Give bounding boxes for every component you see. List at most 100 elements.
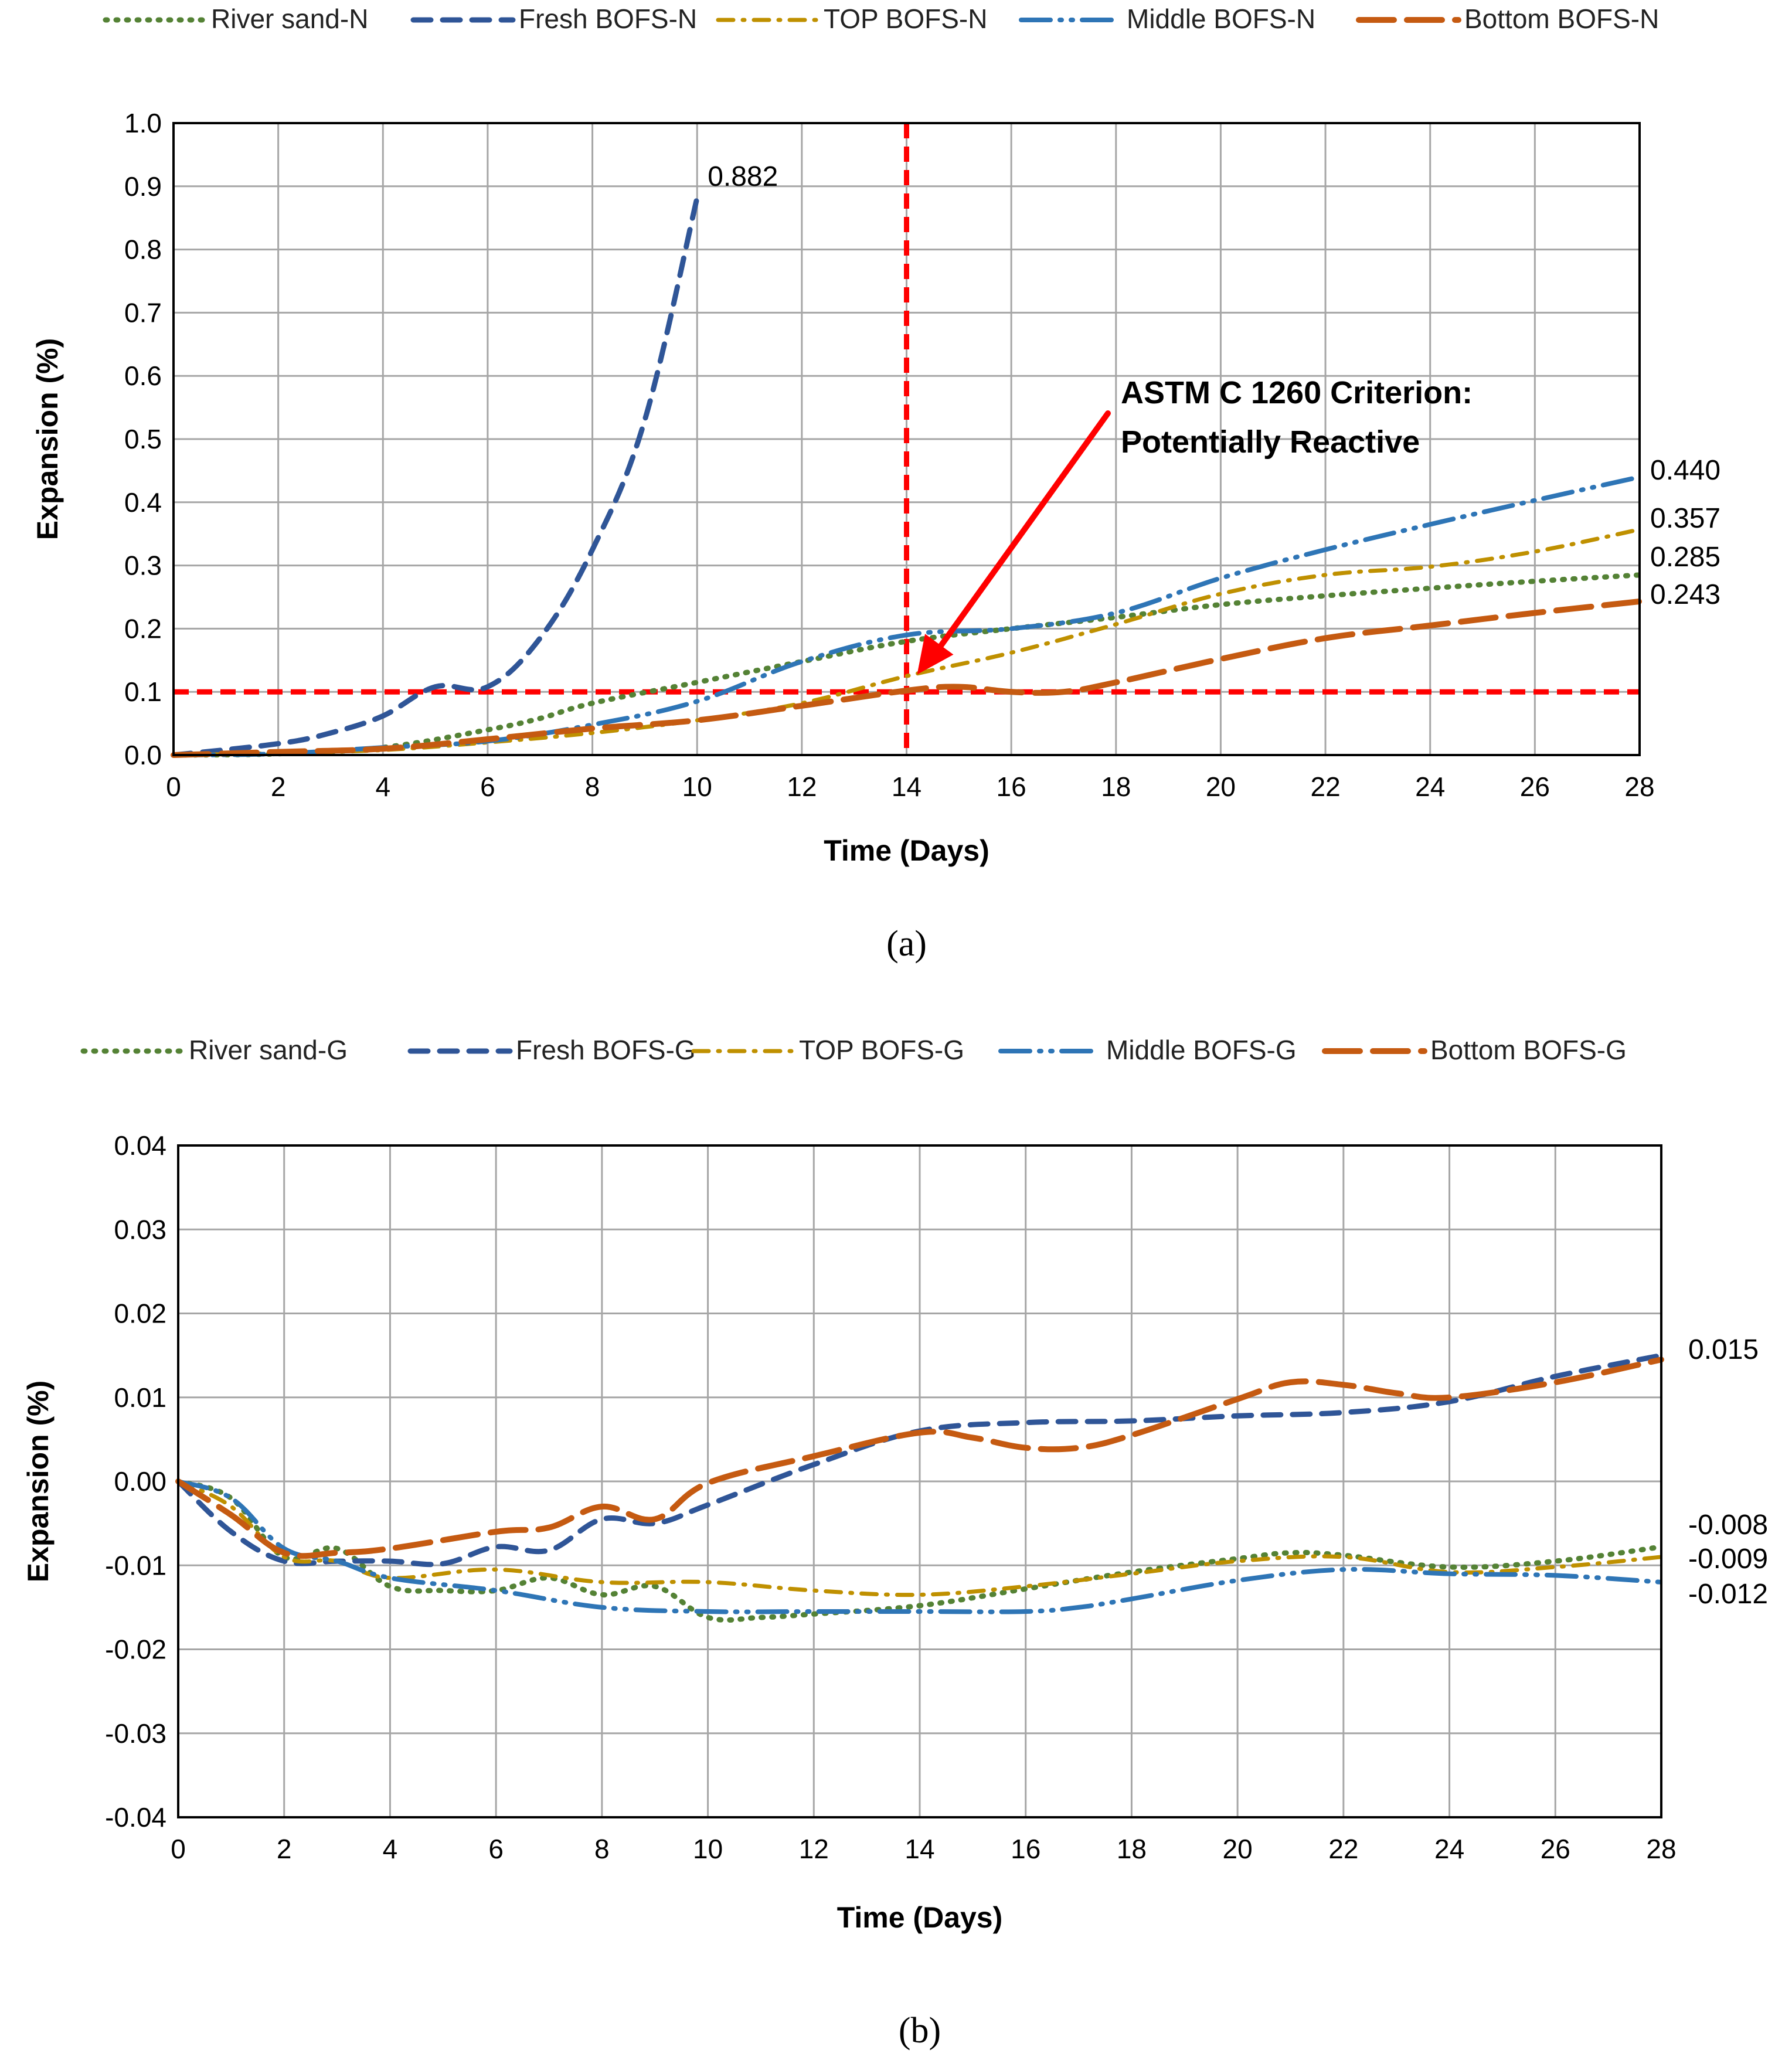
annotation-arrow-shaft	[934, 410, 1111, 654]
legend-entry-label: Middle BOFS-G	[1106, 1035, 1297, 1065]
x-tick-label: 16	[997, 771, 1026, 802]
x-tick-label: 6	[488, 1834, 504, 1864]
x-tick-label: 4	[375, 771, 390, 802]
legend-entry-label: TOP BOFS-N	[824, 4, 987, 34]
y-tick-label: 0.1	[124, 676, 162, 707]
x-tick-label: 24	[1415, 771, 1445, 802]
y-tick-labels-b: -0.04 -0.03 -0.02 -0.01 0.00 0.01 0.02 0.03 0.04	[105, 1130, 166, 1833]
x-tick-label: 24	[1434, 1834, 1464, 1864]
panel-label-a: (a)	[886, 924, 927, 964]
series-group-b	[175, 1352, 1664, 1623]
x-tick-label: 18	[1101, 771, 1131, 802]
x-tick-label: 8	[585, 771, 600, 802]
y-tick-label: 0.8	[124, 234, 162, 265]
y-tick-label: 1.0	[124, 108, 162, 138]
x-tick-label: 16	[1011, 1834, 1040, 1864]
series-line-bottom-bofs-n	[171, 599, 1643, 758]
legend-a: River sand-N Fresh BOFS-N TOP BOFS-N Middle…	[103, 4, 1659, 34]
y-tick-label: 0.01	[114, 1382, 166, 1413]
end-value-label: 0.015	[1688, 1334, 1759, 1365]
x-tick-label: 12	[787, 771, 817, 802]
annotation-line-1: ASTM C 1260 Criterion:	[1121, 375, 1473, 410]
y-tick-label: -0.02	[105, 1634, 166, 1665]
legend-entry-label: Bottom BOFS-G	[1430, 1035, 1627, 1065]
y-tick-label: 0.6	[124, 361, 162, 391]
series-line-middle-bofs-g	[176, 1479, 1664, 1614]
x-tick-label: 2	[277, 1834, 292, 1864]
x-tick-label: 0	[166, 771, 181, 802]
chart-panel-a: River sand-N Fresh BOFS-N TOP BOFS-N Middle…	[31, 4, 1720, 964]
x-tick-labels-a: 0 2 4 6 8 10 12 14 16 18 20 22 24 26 28	[166, 771, 1654, 802]
y-tick-label: 0.03	[114, 1214, 166, 1245]
x-tick-label: 10	[693, 1834, 723, 1864]
y-tick-label: 0.5	[124, 424, 162, 454]
legend-entry-label: Fresh BOFS-G	[516, 1035, 696, 1065]
y-tick-label: -0.01	[105, 1550, 166, 1580]
y-tick-label: 0.7	[124, 297, 162, 328]
y-axis-title-b: Expansion (%)	[22, 1381, 55, 1582]
y-tick-label: 0.02	[114, 1298, 166, 1329]
x-tick-label: 26	[1541, 1834, 1570, 1864]
end-value-label: 0.285	[1650, 542, 1720, 573]
end-value-label: -0.008	[1688, 1510, 1768, 1541]
legend-entry-label: River sand-G	[189, 1035, 348, 1065]
x-tick-label: 10	[682, 771, 712, 802]
y-tick-label: 0.0	[124, 740, 162, 770]
x-tick-label: 4	[383, 1834, 398, 1864]
plot-frame-b	[177, 1144, 1662, 1818]
chart-panel-b: River sand-G Fresh BOFS-G TOP BOFS-G Middle…	[22, 1035, 1768, 2051]
series-line-bottom-bofs-g	[175, 1357, 1664, 1559]
y-tick-label: 0.9	[124, 171, 162, 202]
x-tick-label: 26	[1520, 771, 1550, 802]
y-tick-label: 0.00	[114, 1466, 166, 1497]
x-tick-label: 22	[1328, 1834, 1358, 1864]
annotation-arrow-head	[917, 634, 954, 675]
y-tick-label: 0.04	[114, 1130, 166, 1161]
series-group-a	[171, 195, 1643, 758]
end-labels-b: -0.008 0.015 -0.009 -0.012	[1688, 1334, 1768, 1610]
plot-frame-a	[172, 122, 1641, 756]
series-line-fresh-bofs-n	[171, 195, 700, 758]
x-tick-label: 8	[594, 1834, 610, 1864]
series-line-fresh-bofs-g	[175, 1352, 1664, 1568]
legend-entry-label: Fresh BOFS-N	[519, 4, 697, 34]
legend-b: River sand-G Fresh BOFS-G TOP BOFS-G Middle…	[80, 1035, 1627, 1065]
x-tick-label: 28	[1646, 1834, 1676, 1864]
end-value-label: -0.012	[1688, 1579, 1768, 1610]
end-value-label: 0.882	[708, 161, 778, 192]
x-tick-label: 20	[1223, 1834, 1253, 1864]
x-tick-label: 20	[1206, 771, 1236, 802]
y-tick-label: 0.3	[124, 550, 162, 581]
x-tick-label: 6	[480, 771, 495, 802]
x-axis-title-b: Time (Days)	[837, 1901, 1003, 1934]
legend-entry-label: River sand-N	[211, 4, 368, 34]
x-tick-labels-b: 0 2 4 6 8 10 12 14 16 18 20 22 24 26 28	[171, 1834, 1676, 1864]
x-tick-label: 28	[1624, 771, 1654, 802]
end-labels-a: 0.285 0.882 0.357 0.440 0.243	[708, 161, 1720, 610]
x-tick-label: 14	[904, 1834, 934, 1864]
criterion-annotation: ASTM C 1260 Criterion: Potentially React…	[917, 375, 1473, 675]
legend-entry-label: Middle BOFS-N	[1127, 4, 1315, 34]
x-axis-title-a: Time (Days)	[824, 834, 989, 867]
y-tick-label: 0.2	[124, 613, 162, 644]
x-tick-label: 18	[1117, 1834, 1147, 1864]
end-value-label: 0.243	[1650, 579, 1720, 610]
x-tick-label: 22	[1310, 771, 1340, 802]
legend-entry-label: Bottom BOFS-N	[1464, 4, 1659, 34]
end-value-label: 0.357	[1650, 503, 1720, 534]
legend-entry-label: TOP BOFS-G	[799, 1035, 964, 1065]
grid-b	[177, 1144, 1662, 1818]
y-tick-labels-a: 0.0 0.1 0.2 0.3 0.4 0.5 0.6 0.7 0.8 0.9 1.0	[124, 108, 162, 770]
panel-label-b: (b)	[899, 2011, 941, 2051]
annotation-line-2: Potentially Reactive	[1121, 424, 1420, 460]
y-axis-title-a: Expansion (%)	[31, 338, 64, 540]
y-tick-label: 0.4	[124, 487, 162, 518]
y-tick-label: -0.03	[105, 1718, 166, 1749]
end-value-label: -0.009	[1688, 1544, 1768, 1575]
x-tick-label: 2	[271, 771, 286, 802]
series-line-river-sand-n	[171, 572, 1643, 758]
x-tick-label: 0	[171, 1834, 186, 1864]
x-tick-label: 12	[799, 1834, 829, 1864]
end-value-label: 0.440	[1650, 455, 1720, 486]
